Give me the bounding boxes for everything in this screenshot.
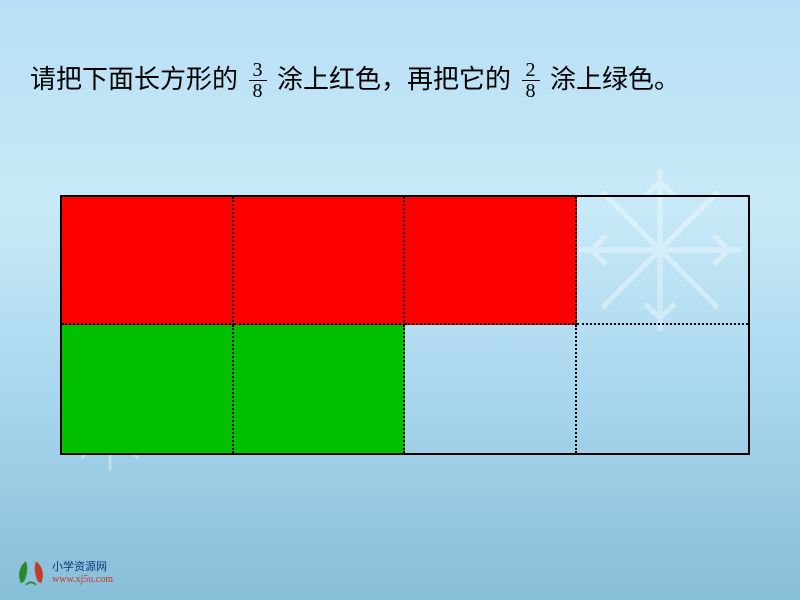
grid-row [62,325,748,453]
grid-row [62,197,748,325]
leaf-icon [14,556,48,590]
footer-logo: 小学资源网 www.xj5u.com [14,556,113,590]
grid-cell [62,197,234,325]
grid-cell [577,325,749,453]
instruction-part1: 请把下面长方形的 [30,65,238,94]
fraction-2-numerator: 2 [522,60,540,81]
grid-cell [234,325,406,453]
grid-cell [405,325,577,453]
grid-cell [62,325,234,453]
fraction-2: 2 8 [522,60,540,101]
grid-cell [234,197,406,325]
instruction-part2: 涂上红色，再把它的 [277,65,511,94]
fraction-rectangle [60,195,750,455]
instruction-text: 请把下面长方形的 3 8 涂上红色，再把它的 2 8 涂上绿色。 [30,55,760,104]
footer-site-name: 小学资源网 [52,561,113,573]
grid-cell [577,197,749,325]
fraction-1-denominator: 8 [249,81,267,101]
fraction-1-numerator: 3 [249,60,267,81]
fraction-1: 3 8 [249,60,267,101]
footer-url: www.xj5u.com [52,574,113,585]
instruction-part3: 涂上绿色。 [550,65,680,94]
fraction-2-denominator: 8 [522,81,540,101]
grid-cell [405,197,577,325]
